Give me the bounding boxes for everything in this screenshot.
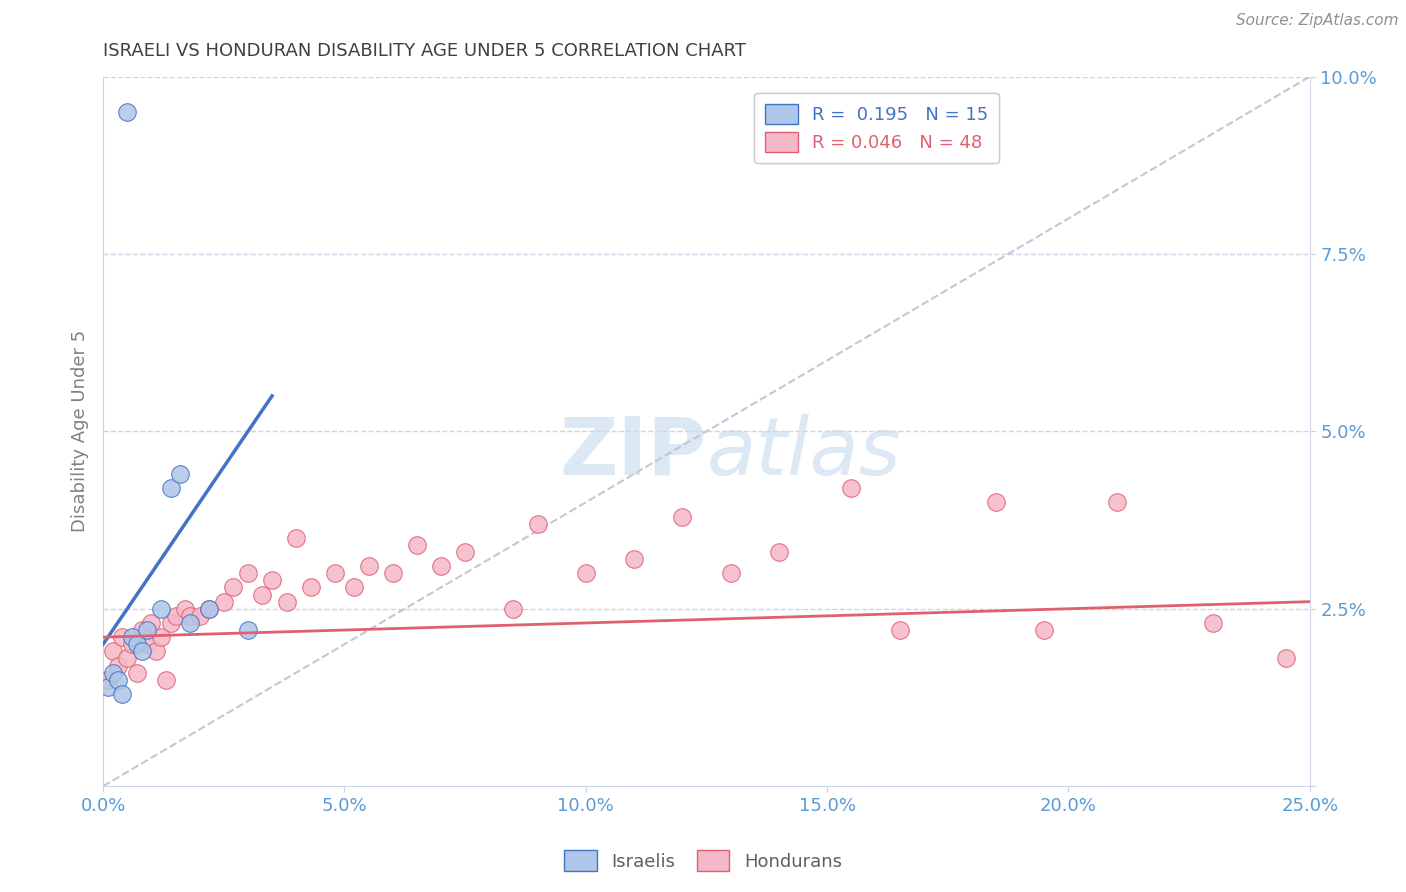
Point xyxy=(212,595,235,609)
Point xyxy=(145,644,167,658)
Point xyxy=(260,574,283,588)
Point xyxy=(720,566,742,581)
Point xyxy=(623,552,645,566)
Point xyxy=(121,630,143,644)
Point xyxy=(159,615,181,630)
Text: ZIP: ZIP xyxy=(560,414,706,491)
Point xyxy=(169,467,191,481)
Point xyxy=(381,566,404,581)
Point xyxy=(101,665,124,680)
Point xyxy=(131,644,153,658)
Point xyxy=(299,581,322,595)
Point xyxy=(502,601,524,615)
Point xyxy=(276,595,298,609)
Point xyxy=(97,680,120,694)
Point xyxy=(131,623,153,637)
Legend: R =  0.195   N = 15, R = 0.046   N = 48: R = 0.195 N = 15, R = 0.046 N = 48 xyxy=(754,93,1000,163)
Point xyxy=(839,481,862,495)
Point xyxy=(889,623,911,637)
Point xyxy=(117,105,139,120)
Text: atlas: atlas xyxy=(706,414,901,491)
Point xyxy=(1202,615,1225,630)
Point xyxy=(222,581,245,595)
Point xyxy=(252,588,274,602)
Point xyxy=(343,581,366,595)
Point xyxy=(236,623,259,637)
Point xyxy=(159,481,181,495)
Point xyxy=(671,509,693,524)
Point xyxy=(768,545,790,559)
Point xyxy=(285,531,308,545)
Point xyxy=(111,630,134,644)
Text: Source: ZipAtlas.com: Source: ZipAtlas.com xyxy=(1236,13,1399,29)
Point xyxy=(1274,651,1296,665)
Point xyxy=(150,601,173,615)
Point xyxy=(984,495,1007,509)
Point xyxy=(575,566,598,581)
Point xyxy=(165,608,187,623)
Point xyxy=(135,623,157,637)
Point xyxy=(198,601,221,615)
Point xyxy=(357,559,380,574)
Point xyxy=(135,637,157,651)
Point xyxy=(1033,623,1056,637)
Point xyxy=(121,637,143,651)
Point xyxy=(179,615,201,630)
Point xyxy=(107,673,129,687)
Point xyxy=(236,566,259,581)
Y-axis label: Disability Age Under 5: Disability Age Under 5 xyxy=(72,330,89,533)
Point xyxy=(198,601,221,615)
Point xyxy=(101,644,124,658)
Point xyxy=(117,651,139,665)
Point xyxy=(430,559,453,574)
Point xyxy=(155,673,177,687)
Point xyxy=(111,687,134,701)
Point xyxy=(526,516,548,531)
Point xyxy=(125,665,148,680)
Point xyxy=(125,637,148,651)
Point xyxy=(179,608,201,623)
Point xyxy=(454,545,477,559)
Point xyxy=(150,630,173,644)
Point xyxy=(107,658,129,673)
Legend: Israelis, Hondurans: Israelis, Hondurans xyxy=(557,843,849,879)
Point xyxy=(141,615,163,630)
Text: ISRAELI VS HONDURAN DISABILITY AGE UNDER 5 CORRELATION CHART: ISRAELI VS HONDURAN DISABILITY AGE UNDER… xyxy=(103,42,747,60)
Point xyxy=(174,601,197,615)
Point xyxy=(1105,495,1128,509)
Point xyxy=(188,608,211,623)
Point xyxy=(97,673,120,687)
Point xyxy=(323,566,346,581)
Point xyxy=(405,538,427,552)
